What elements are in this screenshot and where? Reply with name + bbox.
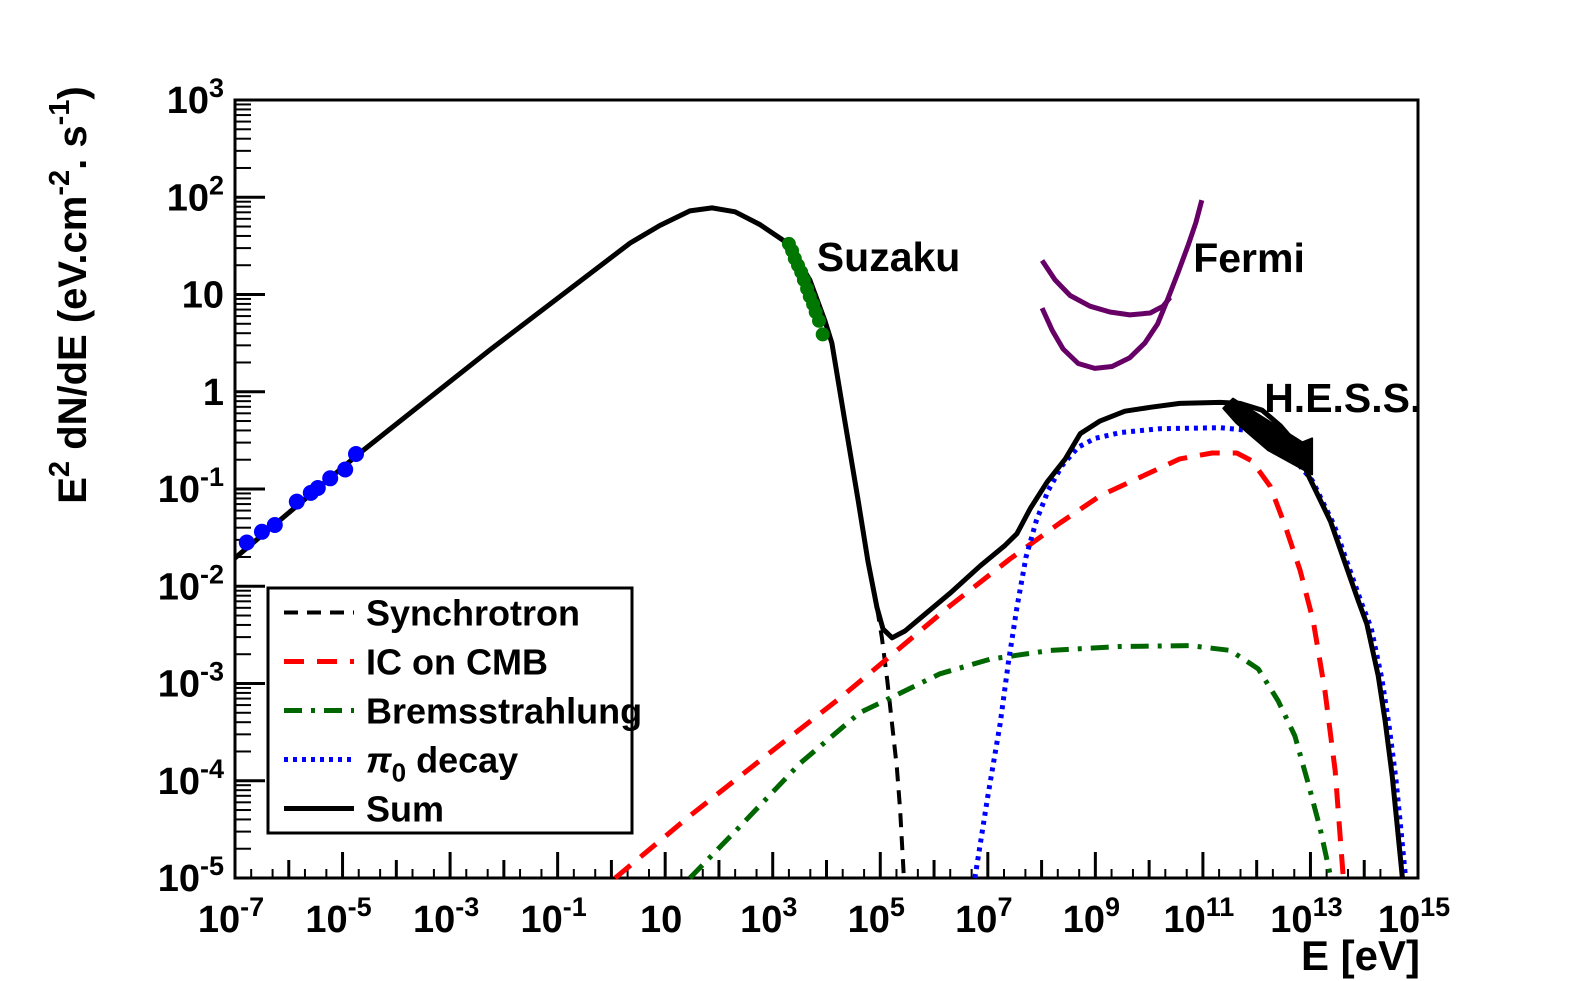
suzaku-data-point (815, 327, 830, 342)
x-axis-ticks (233, 852, 1420, 878)
fermi-upper-sensitivity-curve (1040, 259, 1173, 318)
bremsstrahlung-curve (688, 643, 1334, 880)
radio-points (238, 446, 364, 551)
x-tick-label: 107 (955, 892, 1012, 941)
legend-item-label: Synchrotron (366, 593, 580, 634)
y-tick-label: 10-3 (158, 657, 224, 706)
y-tick-label: 10 (182, 275, 224, 317)
legend-item-synchrotron: Synchrotron (284, 593, 580, 634)
radio-data-point (322, 470, 339, 487)
y-tick-label: 102 (167, 170, 224, 219)
x-tick-label: 105 (848, 892, 905, 941)
y-axis-title: E2 dN/dE (eV.cm-2. s-1) (44, 86, 95, 504)
ic-on-cmb-curve (613, 450, 1346, 880)
y-tick-label: 10-2 (158, 559, 224, 608)
radio-data-point (288, 493, 305, 510)
x-tick-label: 10-5 (305, 892, 371, 941)
x-tick-label: 10 (640, 899, 682, 941)
y-axis-ticks (235, 98, 265, 880)
legend-item-sum: Sum (284, 789, 444, 830)
suzaku-data-point (812, 313, 826, 328)
synchrotron-curve (875, 607, 906, 879)
x-tick-label: 10-1 (520, 892, 586, 941)
x-tick-label: 103 (740, 892, 797, 941)
x-tick-label: 10-3 (413, 892, 479, 941)
y-tick-label: 10-5 (158, 851, 224, 900)
y-tick-label: 103 (167, 73, 224, 122)
fermi-label: Fermi (1193, 235, 1305, 281)
legend-box (266, 586, 634, 835)
x-tick-label: 10-7 (198, 892, 264, 941)
suzaku-points (781, 236, 830, 342)
legend-item-bremsstrahlung: Bremsstrahlung (284, 691, 642, 732)
legend-item-label: Bremsstrahlung (366, 691, 642, 732)
radio-data-point (348, 446, 364, 462)
radio-data-point (337, 461, 354, 478)
radio-data-point (238, 534, 255, 551)
x-tick-label: 109 (1063, 892, 1120, 941)
pi0-decay-curve (972, 425, 1409, 879)
x-tick-label: 1013 (1270, 892, 1342, 941)
x-tick-label: 1015 (1378, 892, 1450, 941)
legend-item-ic-on-cmb: IC on CMB (284, 642, 548, 683)
hess-label: H.E.S.S. (1264, 375, 1421, 421)
y-tick-label: 10-4 (158, 754, 224, 803)
fermi-lower-sensitivity-curve (1039, 199, 1205, 371)
legend: Synchrotron IC on CMB Bremsstrahlung π0 dec… (266, 586, 642, 835)
radio-data-point (309, 480, 326, 496)
sum-curve (233, 205, 1405, 879)
y-tick-label: 10-1 (158, 462, 224, 511)
legend-item-label: Sum (366, 789, 444, 830)
y-tick-label: 1 (203, 372, 224, 414)
x-axis-title: E [eV] (1301, 932, 1420, 979)
suzaku-label: Suzaku (817, 234, 961, 280)
legend-item-pi0-decay: π0 decay (284, 740, 518, 788)
radio-data-point (266, 517, 283, 533)
legend-item-label: IC on CMB (366, 642, 548, 683)
hess-butterfly (1222, 397, 1314, 476)
legend-item-label: π0 decay (366, 740, 518, 788)
radio-data-point (253, 523, 270, 540)
x-tick-label: 1011 (1163, 892, 1234, 941)
